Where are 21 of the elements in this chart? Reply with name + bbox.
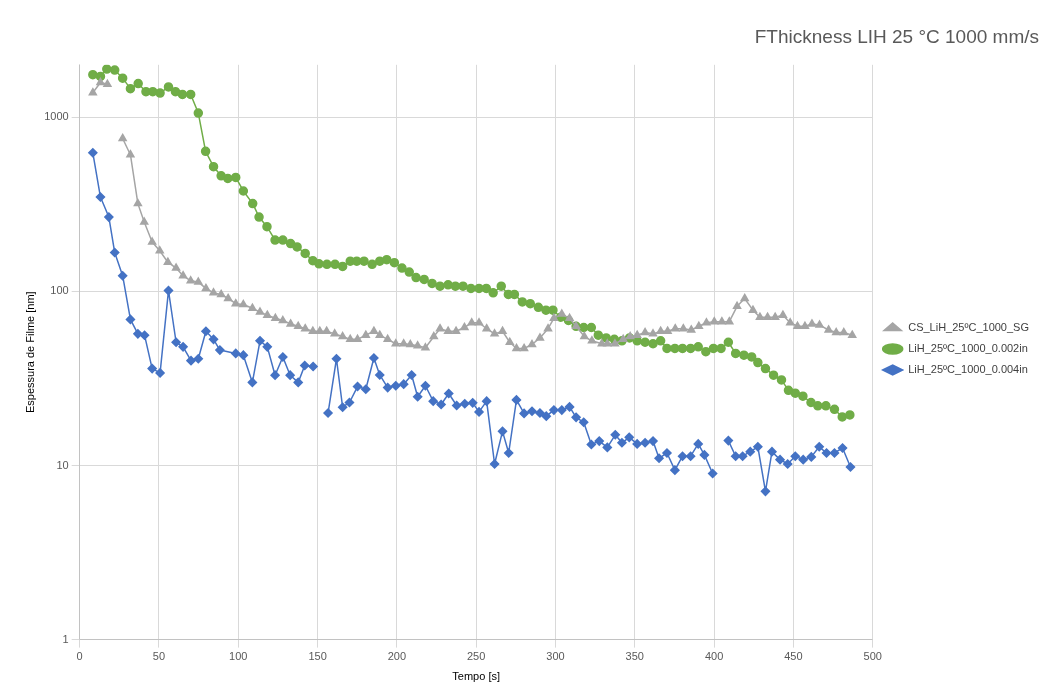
x-tick-label: 500 (863, 650, 882, 663)
chart-title: FThickness LIH 25 °C 1000 mm/s (754, 25, 1039, 47)
legend-label: LiH_25ºC_1000_0.002in (908, 342, 1028, 355)
x-tick-label: 250 (467, 650, 486, 663)
x-tick-label: 300 (546, 650, 565, 663)
legend-label: LiH_25ºC_1000_0.004in (908, 363, 1028, 376)
x-tick-label: 100 (229, 650, 248, 663)
x-tick-label: 150 (308, 650, 327, 663)
y-tick-label: 10 (56, 458, 69, 471)
y-tick-label: 1 (62, 632, 69, 645)
x-tick-label: 350 (625, 650, 644, 663)
x-tick-label: 50 (152, 650, 166, 663)
y-tick-label: 1000 (44, 110, 69, 123)
x-tick-label: 450 (784, 650, 803, 663)
x-tick-label: 400 (704, 650, 724, 663)
y-tick-label: 100 (50, 284, 69, 297)
legend-label: CS_LiH_25ºC_1000_SG (908, 321, 1030, 334)
x-tick-label: 200 (387, 650, 407, 663)
y-axis-title: Espessura de Filme [nm] (23, 291, 36, 414)
x-axis-title: Tempo [s] (452, 670, 501, 683)
x-tick-label: 0 (76, 650, 83, 663)
